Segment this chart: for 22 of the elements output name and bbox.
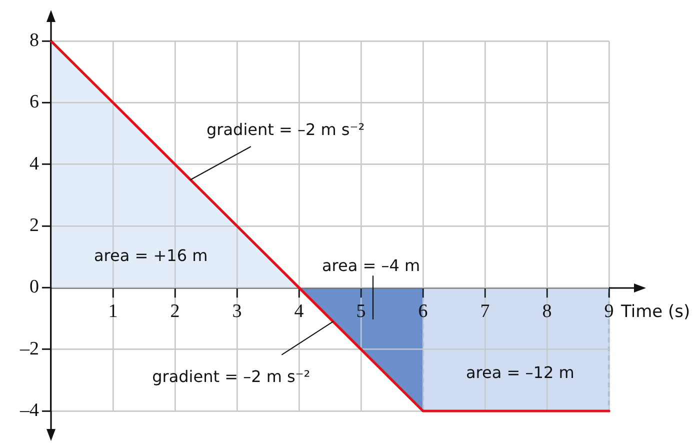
x-tick-label: 7	[480, 301, 490, 322]
x-tick-label: 1	[108, 301, 118, 322]
annotation: area = –12 m	[466, 363, 574, 382]
x-tick-label: 4	[294, 301, 304, 322]
y-tick-label: 6	[30, 92, 39, 113]
x-tick-label: 2	[170, 301, 180, 322]
y-tick-label: 2	[30, 214, 39, 236]
x-tick-label: 3	[232, 301, 242, 322]
x-tick-label: 5	[356, 301, 366, 322]
y-tick-label: 8	[30, 30, 39, 51]
x-tick-label: 9	[604, 301, 614, 322]
annotation: area = –4 m	[322, 256, 420, 276]
y-tick-label: 4	[30, 153, 40, 174]
annotation: gradient = –2 m s⁻²	[152, 366, 310, 386]
x-tick-label: 8	[542, 301, 552, 322]
y-tick-label: –2	[19, 338, 39, 360]
annotation: gradient = –2 m s⁻²	[206, 120, 365, 140]
y-tick-label: –4	[19, 400, 40, 421]
x-tick-label: 6	[418, 301, 428, 322]
x-axis-title: Time (s)	[621, 302, 690, 322]
annotation: area = +16 m	[94, 246, 208, 266]
y-tick-label: 0	[30, 276, 39, 298]
